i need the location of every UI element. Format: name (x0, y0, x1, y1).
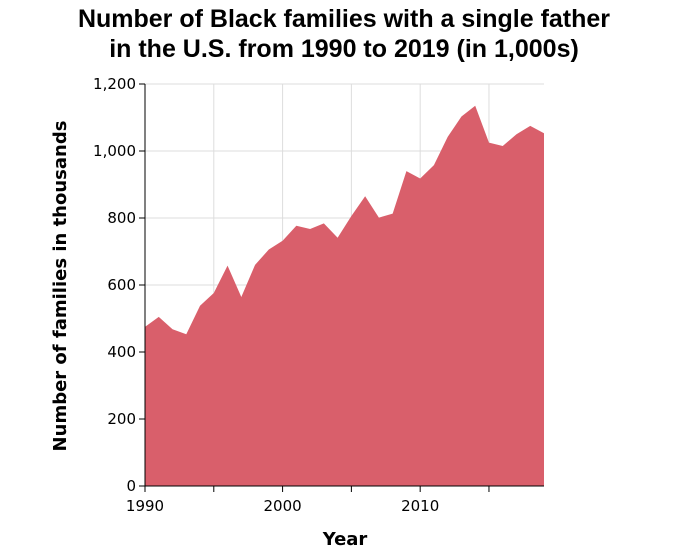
x-tick-label: 2010 (401, 497, 439, 515)
chart-title-line-2: in the U.S. from 1990 to 2019 (in 1,000s… (109, 35, 579, 63)
tick-labels: 0 200 400 600 800 1,000 1,200 1990 2000 2010 (93, 75, 439, 515)
y-tick-label: 1,200 (93, 75, 136, 93)
axes (139, 83, 544, 492)
y-axis-title: Number of families in thousands (50, 121, 71, 452)
area-layer (144, 105, 545, 487)
y-tick-label: 1,000 (93, 142, 136, 160)
y-tick-label: 0 (126, 477, 136, 495)
chart-title: Number of Black families with a single f… (0, 4, 688, 64)
x-tick-label: 2000 (263, 497, 301, 515)
y-tick-label: 200 (107, 410, 136, 428)
area-series (145, 105, 544, 487)
x-tick-label: 1990 (126, 497, 164, 515)
y-tick-label: 600 (107, 276, 136, 294)
x-axis-title: Year (322, 529, 368, 550)
chart-title-line-1: Number of Black families with a single f… (77, 5, 611, 33)
y-tick-label: 800 (107, 209, 136, 227)
y-tick-label: 400 (107, 343, 136, 361)
